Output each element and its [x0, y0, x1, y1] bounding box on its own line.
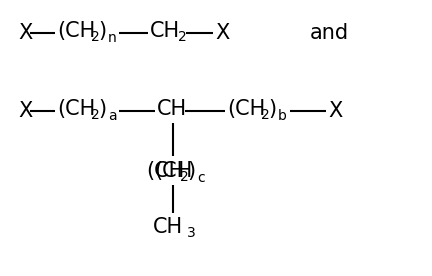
Text: CH: CH — [153, 217, 183, 237]
Text: 3: 3 — [187, 226, 196, 240]
Text: X: X — [215, 23, 229, 43]
Text: X: X — [328, 101, 342, 121]
Text: ): ) — [268, 99, 276, 119]
Text: (CH: (CH — [154, 161, 192, 181]
Text: (CH: (CH — [146, 161, 184, 181]
Text: CH: CH — [157, 99, 187, 119]
Text: X: X — [18, 23, 32, 43]
Text: a: a — [108, 109, 117, 123]
Text: 2: 2 — [91, 108, 100, 122]
Text: b: b — [278, 109, 287, 123]
Text: (CH: (CH — [227, 99, 265, 119]
Text: ): ) — [98, 21, 106, 41]
Text: 2: 2 — [261, 108, 270, 122]
Text: ): ) — [98, 99, 106, 119]
Text: 2: 2 — [178, 30, 187, 44]
Text: X: X — [18, 101, 32, 121]
Text: (CH: (CH — [57, 99, 95, 119]
Text: c: c — [197, 171, 205, 185]
Text: ): ) — [187, 161, 195, 181]
Text: n: n — [108, 31, 117, 45]
Text: and: and — [310, 23, 349, 43]
Text: (CH: (CH — [57, 21, 95, 41]
Text: 2: 2 — [180, 170, 189, 184]
Text: 2: 2 — [91, 30, 100, 44]
Text: CH: CH — [150, 21, 180, 41]
